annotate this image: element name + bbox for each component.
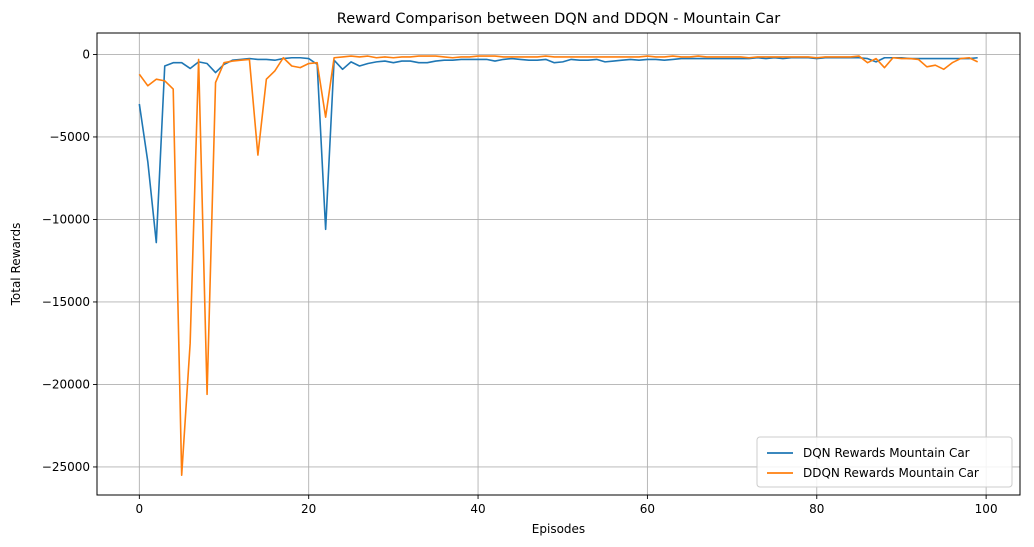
y-axis-label: Total Rewards <box>9 223 23 307</box>
legend-box <box>756 436 1013 488</box>
y-tick-label: −10000 <box>42 212 90 226</box>
x-tick-label: 80 <box>809 502 824 516</box>
x-tick-label: 0 <box>136 502 144 516</box>
x-tick-label: 40 <box>470 502 485 516</box>
legend-label: DQN Rewards Mountain Car <box>803 446 970 460</box>
series-layer <box>138 55 979 477</box>
x-tick-label: 60 <box>640 502 655 516</box>
x-tick-label: 20 <box>301 502 316 516</box>
x-tick-label: 100 <box>975 502 998 516</box>
series-line-dqn <box>138 56 978 244</box>
y-tick-label: −20000 <box>42 377 90 391</box>
plot-frame <box>96 32 1021 496</box>
series-line-ddqn <box>138 55 979 477</box>
grid-layer <box>97 33 1020 495</box>
legend: DQN Rewards Mountain Car DDQN Rewards Mou… <box>756 436 1013 488</box>
y-tick-label: −15000 <box>42 295 90 309</box>
y-tick-label: −25000 <box>42 460 90 474</box>
tick-layer: 0 20 40 60 80 100 0 −5000 −10000 −15000 −20000 −250… <box>42 47 998 516</box>
x-axis-label: Episodes <box>532 522 585 536</box>
legend-label: DDQN Rewards Mountain Car <box>803 466 979 480</box>
y-tick-label: −5000 <box>49 130 90 144</box>
y-tick-label: 0 <box>82 47 90 61</box>
chart-title: Reward Comparison between DQN and DDQN -… <box>337 11 780 27</box>
